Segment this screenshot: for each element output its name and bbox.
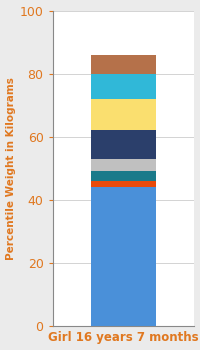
Bar (91, 159, 156, 172)
Bar (91, 74, 156, 99)
Bar (91, 99, 156, 131)
Bar (91, 172, 156, 181)
Bar (91, 187, 156, 326)
Y-axis label: Percentile Weight in Kilograms: Percentile Weight in Kilograms (6, 77, 16, 260)
Bar (91, 55, 156, 74)
Bar (91, 181, 156, 187)
Bar (91, 131, 156, 159)
